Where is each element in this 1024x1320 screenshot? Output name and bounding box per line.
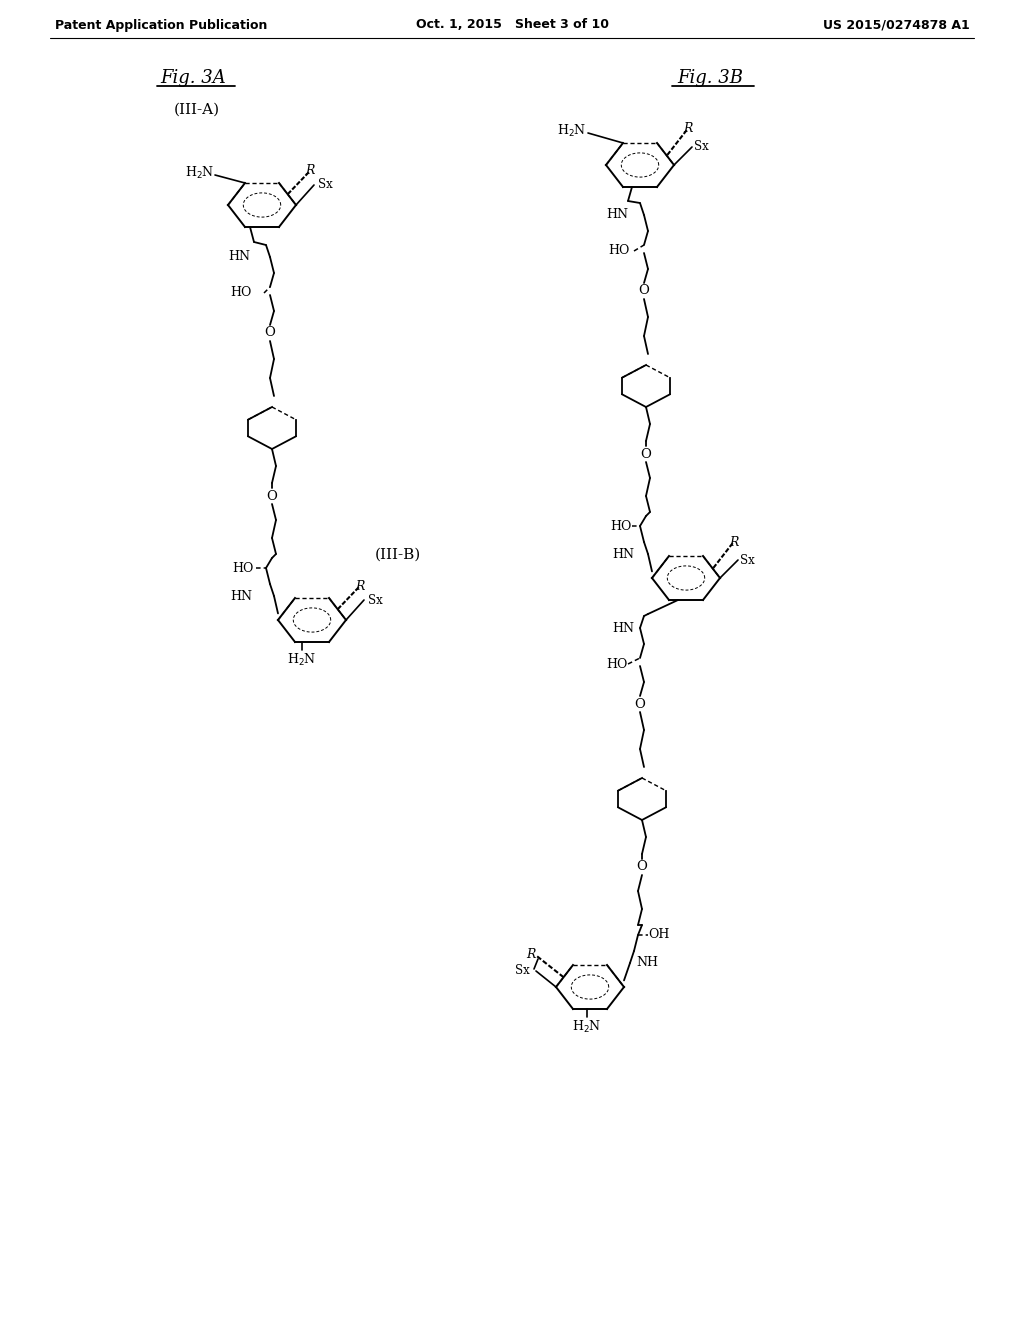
Text: OH: OH: [648, 928, 670, 941]
Text: HN: HN: [606, 209, 628, 222]
Text: O: O: [639, 285, 649, 297]
Text: Sx: Sx: [694, 140, 709, 153]
Text: HN: HN: [612, 548, 634, 561]
Text: O: O: [266, 490, 278, 503]
Text: Sx: Sx: [740, 553, 755, 566]
Text: HO: HO: [606, 657, 628, 671]
Text: (III-B): (III-B): [375, 548, 421, 562]
Text: Sx: Sx: [515, 965, 530, 978]
Text: HO: HO: [610, 520, 632, 532]
Text: R: R: [683, 123, 692, 136]
Text: O: O: [641, 447, 651, 461]
Text: Fig. 3B: Fig. 3B: [677, 69, 743, 87]
Text: R: R: [526, 949, 536, 961]
Text: H$_2$N: H$_2$N: [184, 165, 214, 181]
Text: Patent Application Publication: Patent Application Publication: [55, 18, 267, 32]
Text: HO: HO: [232, 561, 254, 574]
Text: US 2015/0274878 A1: US 2015/0274878 A1: [823, 18, 970, 32]
Text: R: R: [305, 165, 314, 177]
Text: HO: HO: [230, 286, 252, 300]
Text: NH: NH: [636, 957, 658, 969]
Text: Fig. 3A: Fig. 3A: [160, 69, 226, 87]
Text: R: R: [729, 536, 738, 549]
Text: O: O: [637, 861, 647, 874]
Text: HN: HN: [612, 622, 634, 635]
Text: R: R: [355, 579, 365, 593]
Text: Sx: Sx: [318, 178, 333, 191]
Text: HN: HN: [228, 251, 250, 264]
Text: Sx: Sx: [368, 594, 383, 606]
Text: HO: HO: [608, 244, 630, 257]
Text: H$_2$N: H$_2$N: [571, 1019, 601, 1035]
Text: O: O: [635, 697, 645, 710]
Text: (III-A): (III-A): [174, 103, 220, 117]
Text: H$_2$N: H$_2$N: [287, 652, 316, 668]
Text: H$_2$N: H$_2$N: [557, 123, 586, 139]
Text: Oct. 1, 2015   Sheet 3 of 10: Oct. 1, 2015 Sheet 3 of 10: [416, 18, 608, 32]
Text: O: O: [264, 326, 275, 339]
Text: HN: HN: [230, 590, 252, 602]
